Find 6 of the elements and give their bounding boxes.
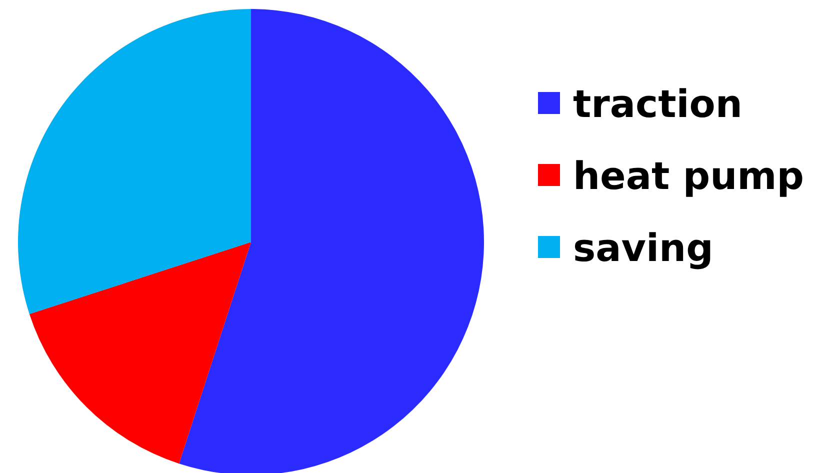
pie-slice [18, 9, 251, 314]
pie-slice [29, 242, 251, 464]
legend-label: saving [573, 226, 714, 270]
legend-label: traction [573, 82, 742, 126]
legend-label: heat pump [573, 154, 804, 198]
pie-slice [179, 9, 484, 473]
